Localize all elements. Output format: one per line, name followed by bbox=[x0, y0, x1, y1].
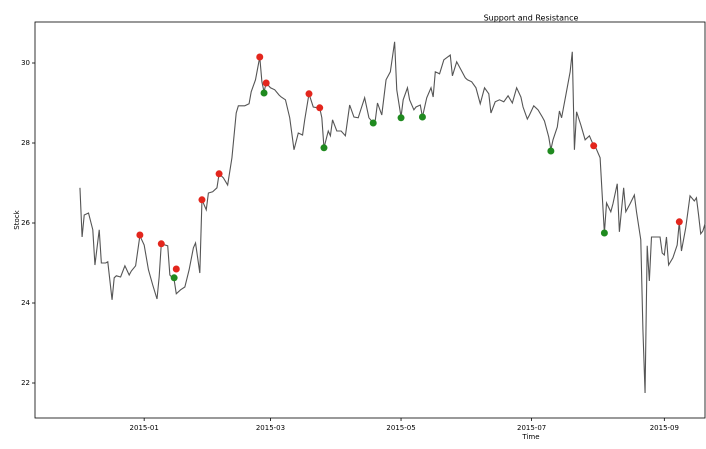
pivot-point bbox=[172, 265, 180, 273]
chart-title: Support and Resistance bbox=[484, 14, 579, 23]
y-tick-label: 28 bbox=[21, 139, 30, 147]
pivot-point bbox=[157, 240, 165, 248]
pivot-point bbox=[198, 196, 206, 204]
pivot-point bbox=[600, 229, 608, 237]
pivot-point bbox=[256, 53, 264, 61]
x-tick-label: 2015-03 bbox=[256, 424, 285, 432]
pivot-point bbox=[397, 114, 405, 122]
pivot-point bbox=[262, 79, 270, 87]
x-axis-label: Time bbox=[521, 433, 539, 441]
pivot-point bbox=[369, 119, 377, 127]
x-tick-label: 2015-05 bbox=[386, 424, 415, 432]
x-tick-label: 2015-09 bbox=[650, 424, 679, 432]
pivot-point bbox=[170, 274, 178, 282]
pivot-point bbox=[547, 147, 555, 155]
y-tick-label: 22 bbox=[21, 379, 30, 387]
y-axis-label: Stock bbox=[13, 209, 21, 229]
x-tick-label: 2015-07 bbox=[517, 424, 546, 432]
y-tick-label: 24 bbox=[21, 299, 30, 307]
pivot-point bbox=[215, 170, 223, 178]
pivot-point bbox=[316, 104, 324, 112]
pivot-point bbox=[675, 218, 683, 226]
plot-frame bbox=[34, 21, 706, 419]
y-tick-label: 26 bbox=[21, 219, 30, 227]
pivot-point bbox=[418, 113, 426, 121]
pivot-point bbox=[260, 89, 268, 97]
y-tick-label: 30 bbox=[21, 59, 30, 67]
x-tick-label: 2015-01 bbox=[130, 424, 159, 432]
pivot-point bbox=[136, 231, 144, 239]
price-line bbox=[79, 41, 706, 394]
pivot-point bbox=[320, 144, 328, 152]
pivot-point bbox=[305, 90, 313, 98]
pivot-point bbox=[590, 142, 598, 150]
